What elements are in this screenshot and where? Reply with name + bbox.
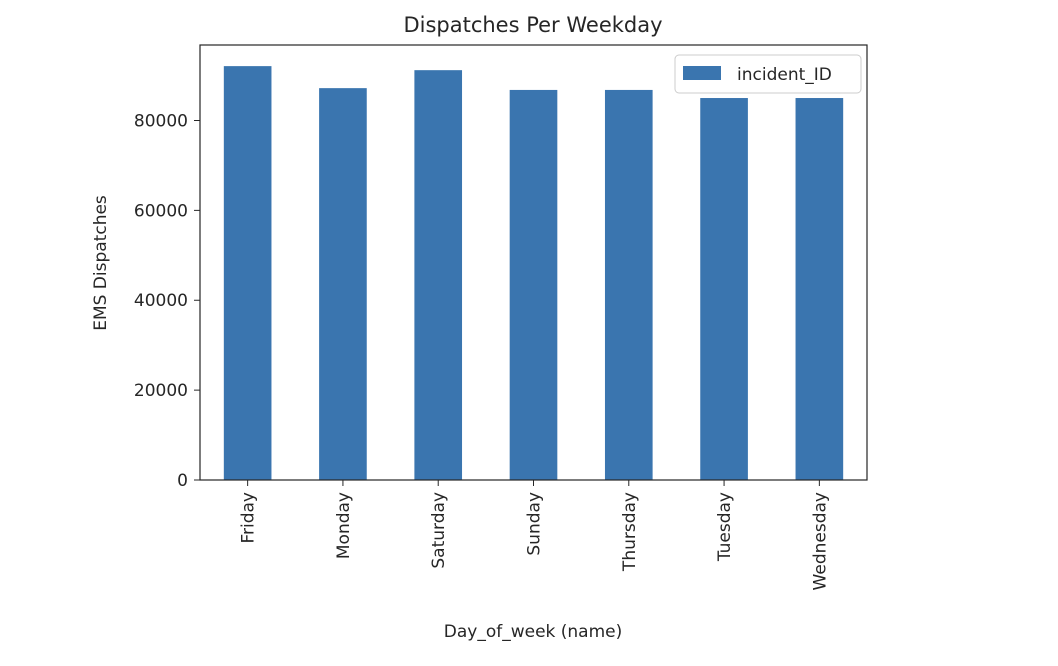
x-tick-label: Sunday [525,492,545,556]
bar-sunday [509,89,558,480]
y-tick-label: 0 [177,471,188,491]
x-axis-label: Day_of_week (name) [444,622,623,642]
legend-box [674,54,862,94]
x-tick-label: Monday [334,492,354,559]
y-tick-label: 20000 [134,381,188,401]
legend: incident_ID [674,54,862,94]
x-tick-label: Thursday [620,492,640,572]
y-axis: 0 20000 40000 60000 80000 [134,111,200,491]
legend-label: incident_ID [737,65,832,85]
x-tick-label: Tuesday [715,492,735,562]
bar-thursday [604,89,653,480]
x-tick-label: Wednesday [810,492,830,590]
y-tick-label: 40000 [134,291,188,311]
chart-title: Dispatches Per Weekday [403,13,662,37]
bar-tuesday [700,98,748,481]
bar-friday [223,66,272,481]
bar-wednesday [795,98,844,481]
bar-saturday [414,70,463,481]
y-tick-label: 60000 [134,201,188,221]
bars-group [223,66,844,481]
x-axis: Friday Monday Saturday Sunday Thursday Tuesda… [239,480,830,590]
y-tick-label: 80000 [134,111,188,131]
x-tick-label: Friday [239,492,259,544]
y-axis-label: EMS Dispatches [91,195,111,331]
bar-monday [319,88,367,480]
legend-swatch [683,66,721,80]
x-tick-label: Saturday [429,492,449,569]
